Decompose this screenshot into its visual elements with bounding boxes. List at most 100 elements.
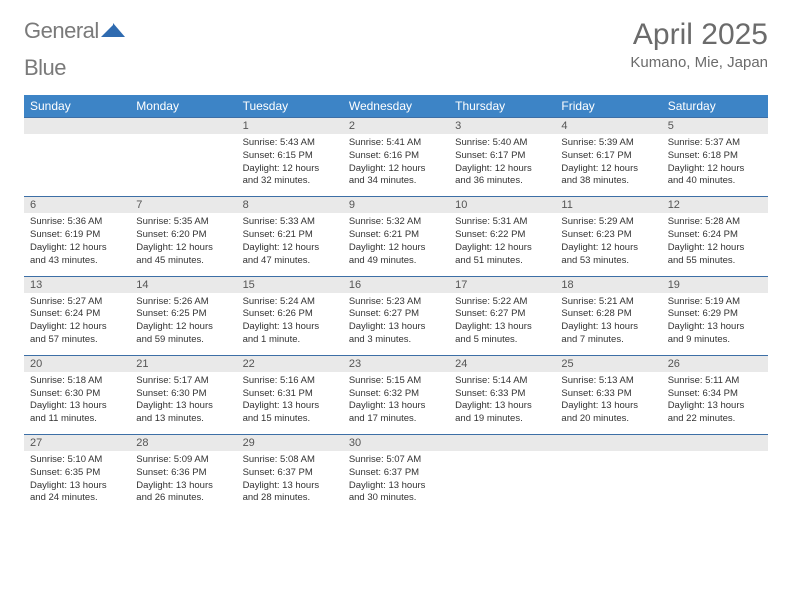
day-number: 1 [237, 118, 343, 134]
calendar-day-cell: 9Sunrise: 5:32 AMSunset: 6:21 PMDaylight… [343, 197, 449, 276]
day-header: Saturday [662, 95, 768, 118]
logo-text-general: General [24, 18, 99, 44]
day-detail-line: Daylight: 12 hours [455, 163, 549, 176]
title-block: April 2025 Kumano, Mie, Japan [630, 18, 768, 71]
day-detail-line: and 13 minutes. [136, 413, 230, 426]
calendar-day-cell: 4Sunrise: 5:39 AMSunset: 6:17 PMDaylight… [555, 118, 661, 197]
day-detail-line: and 57 minutes. [30, 334, 124, 347]
day-number: 24 [449, 356, 555, 372]
day-detail-line: and 36 minutes. [455, 175, 549, 188]
day-details: Sunrise: 5:28 AMSunset: 6:24 PMDaylight:… [662, 213, 768, 275]
calendar-day-cell: 19Sunrise: 5:19 AMSunset: 6:29 PMDayligh… [662, 276, 768, 355]
day-number [555, 435, 661, 451]
calendar-day-cell: 20Sunrise: 5:18 AMSunset: 6:30 PMDayligh… [24, 355, 130, 434]
day-detail-line: Daylight: 13 hours [136, 400, 230, 413]
day-detail-line: Sunrise: 5:37 AM [668, 137, 762, 150]
day-details: Sunrise: 5:07 AMSunset: 6:37 PMDaylight:… [343, 451, 449, 513]
day-detail-line: and 38 minutes. [561, 175, 655, 188]
calendar-day-cell: 28Sunrise: 5:09 AMSunset: 6:36 PMDayligh… [130, 435, 236, 514]
day-details: Sunrise: 5:10 AMSunset: 6:35 PMDaylight:… [24, 451, 130, 513]
day-detail-line: Daylight: 13 hours [243, 480, 337, 493]
day-header: Monday [130, 95, 236, 118]
day-number: 2 [343, 118, 449, 134]
day-detail-line: and 7 minutes. [561, 334, 655, 347]
day-detail-line: Sunrise: 5:41 AM [349, 137, 443, 150]
day-detail-line: and 34 minutes. [349, 175, 443, 188]
calendar-day-cell: 24 Sunrise: 5:14 AMSunset: 6:33 PMDayligh… [449, 355, 555, 434]
day-number: 3 [449, 118, 555, 134]
day-number: 19 [662, 277, 768, 293]
calendar-day-cell: 29Sunrise: 5:08 AMSunset: 6:37 PMDayligh… [237, 435, 343, 514]
day-detail-line: and 47 minutes. [243, 255, 337, 268]
day-detail-line: Daylight: 12 hours [136, 242, 230, 255]
day-detail-line: Sunset: 6:27 PM [349, 308, 443, 321]
day-details: Sunrise: 5:24 AMSunset: 6:26 PMDaylight:… [237, 293, 343, 355]
day-header: Friday [555, 95, 661, 118]
calendar-day-cell: 21Sunrise: 5:17 AMSunset: 6:30 PMDayligh… [130, 355, 236, 434]
day-detail-line: Sunset: 6:30 PM [136, 388, 230, 401]
logo-mark-icon [101, 19, 127, 44]
day-detail-line: Sunset: 6:23 PM [561, 229, 655, 242]
day-detail-line: and 22 minutes. [668, 413, 762, 426]
logo: General [24, 18, 129, 44]
day-detail-line: Sunset: 6:25 PM [136, 308, 230, 321]
day-detail-line: Sunrise: 5:14 AM [455, 375, 549, 388]
day-details: Sunrise: 5:35 AMSunset: 6:20 PMDaylight:… [130, 213, 236, 275]
day-details: Sunrise: 5:23 AMSunset: 6:27 PMDaylight:… [343, 293, 449, 355]
calendar-body: 1Sunrise: 5:43 AMSunset: 6:15 PMDaylight… [24, 118, 768, 514]
calendar-day-cell: 18Sunrise: 5:21 AMSunset: 6:28 PMDayligh… [555, 276, 661, 355]
day-details: Sunrise: 5:17 AMSunset: 6:30 PMDaylight:… [130, 372, 236, 434]
day-details: Sunrise: 5:22 AMSunset: 6:27 PMDaylight:… [449, 293, 555, 355]
day-detail-line: Sunset: 6:20 PM [136, 229, 230, 242]
day-detail-line: and 5 minutes. [455, 334, 549, 347]
day-detail-line: Daylight: 13 hours [561, 400, 655, 413]
day-detail-line: Daylight: 13 hours [455, 400, 549, 413]
day-detail-line: Daylight: 12 hours [349, 163, 443, 176]
day-number: 25 [555, 356, 661, 372]
day-detail-line: Daylight: 12 hours [243, 163, 337, 176]
day-number: 16 [343, 277, 449, 293]
calendar-day-cell: 14Sunrise: 5:26 AMSunset: 6:25 PMDayligh… [130, 276, 236, 355]
day-detail-line: and 32 minutes. [243, 175, 337, 188]
day-number [24, 118, 130, 134]
day-detail-line: Sunset: 6:33 PM [455, 388, 549, 401]
day-header: Tuesday [237, 95, 343, 118]
day-details: Sunrise: 5:31 AMSunset: 6:22 PMDaylight:… [449, 213, 555, 275]
day-detail-line: Sunset: 6:17 PM [455, 150, 549, 163]
day-detail-line: Sunrise: 5:24 AM [243, 296, 337, 309]
day-detail-line: Sunset: 6:21 PM [349, 229, 443, 242]
day-detail-line: and 45 minutes. [136, 255, 230, 268]
day-details: Sunrise: 5:37 AMSunset: 6:18 PMDaylight:… [662, 134, 768, 196]
day-detail-line: and 59 minutes. [136, 334, 230, 347]
calendar-day-cell: 10Sunrise: 5:31 AMSunset: 6:22 PMDayligh… [449, 197, 555, 276]
day-detail-line: Sunset: 6:27 PM [455, 308, 549, 321]
day-detail-line: Sunset: 6:24 PM [30, 308, 124, 321]
calendar-day-cell: 17Sunrise: 5:22 AMSunset: 6:27 PMDayligh… [449, 276, 555, 355]
calendar-day-cell: 11Sunrise: 5:29 AMSunset: 6:23 PMDayligh… [555, 197, 661, 276]
calendar-week-row: 27Sunrise: 5:10 AMSunset: 6:35 PMDayligh… [24, 435, 768, 514]
day-detail-line: Sunset: 6:37 PM [243, 467, 337, 480]
calendar-day-cell: 2Sunrise: 5:41 AMSunset: 6:16 PMDaylight… [343, 118, 449, 197]
day-details: Sunrise: 5:43 AMSunset: 6:15 PMDaylight:… [237, 134, 343, 196]
day-number: 17 [449, 277, 555, 293]
day-detail-line: Sunset: 6:30 PM [30, 388, 124, 401]
day-detail-line: and 55 minutes. [668, 255, 762, 268]
day-detail-line: and 17 minutes. [349, 413, 443, 426]
day-detail-line: Daylight: 12 hours [136, 321, 230, 334]
calendar-week-row: 20Sunrise: 5:18 AMSunset: 6:30 PMDayligh… [24, 355, 768, 434]
day-detail-line: and 24 minutes. [30, 492, 124, 505]
day-detail-line: and 20 minutes. [561, 413, 655, 426]
calendar-head: SundayMondayTuesdayWednesdayThursdayFrid… [24, 95, 768, 118]
day-detail-line: Sunrise: 5:39 AM [561, 137, 655, 150]
day-header: Thursday [449, 95, 555, 118]
day-details: Sunrise: 5:15 AMSunset: 6:32 PMDaylight:… [343, 372, 449, 434]
day-detail-line: Sunrise: 5:22 AM [455, 296, 549, 309]
day-detail-line: and 40 minutes. [668, 175, 762, 188]
day-number: 5 [662, 118, 768, 134]
day-detail-line: Sunset: 6:24 PM [668, 229, 762, 242]
day-detail-line: Daylight: 13 hours [243, 400, 337, 413]
day-detail-line: Sunset: 6:32 PM [349, 388, 443, 401]
day-detail-line: and 1 minute. [243, 334, 337, 347]
day-details: Sunrise: 5:36 AMSunset: 6:19 PMDaylight:… [24, 213, 130, 275]
day-number: 10 [449, 197, 555, 213]
